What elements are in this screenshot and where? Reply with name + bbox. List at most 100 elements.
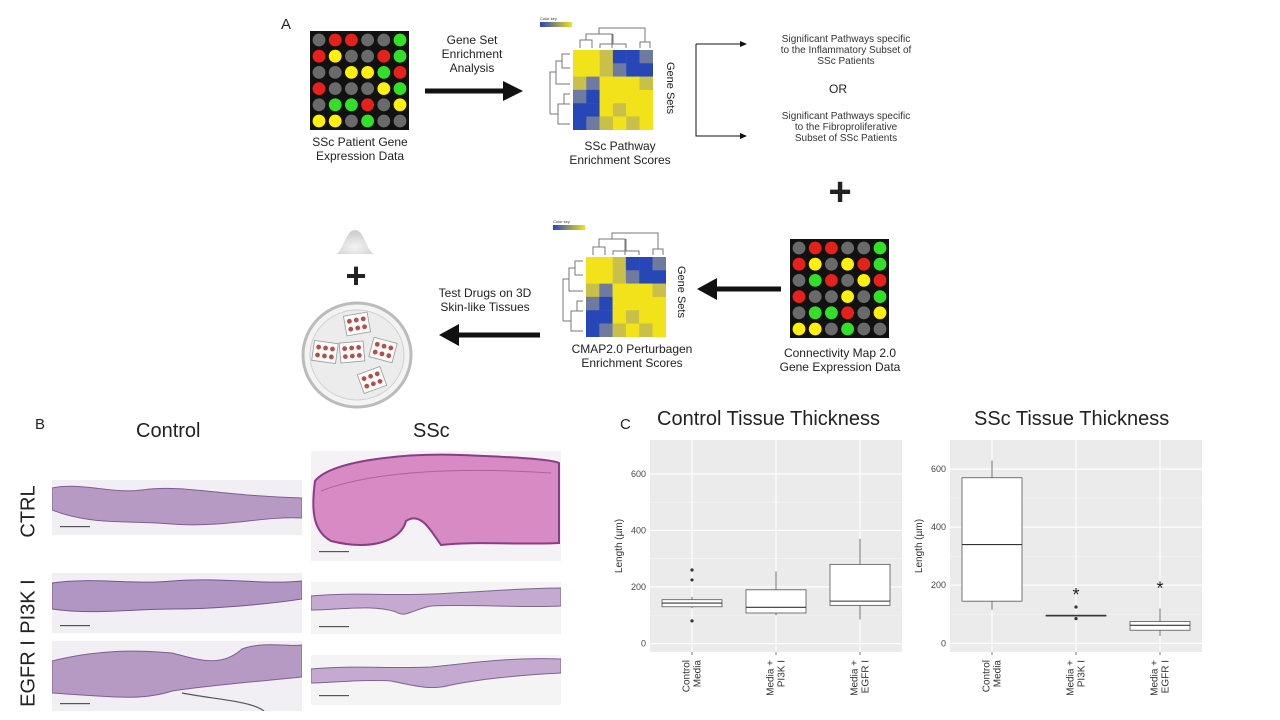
heatmap-cell <box>573 103 587 117</box>
svg-text:Media +: Media + <box>1066 660 1077 696</box>
heatmap-cell <box>639 283 653 298</box>
or-text: OR <box>829 82 847 96</box>
expression-dot <box>361 33 374 47</box>
histology-control-ctrl <box>52 480 302 535</box>
heatmap-cell <box>625 270 640 284</box>
heatmap-cell <box>612 116 627 130</box>
column-title-ssc: SSc <box>413 420 450 442</box>
heatmap-cell <box>626 63 640 77</box>
x-tick-label: Control Media <box>982 660 1004 693</box>
boxplot-box <box>829 538 891 620</box>
heatmap-cell <box>612 296 627 311</box>
petri-dish-icon <box>301 301 413 409</box>
expression-dot <box>361 49 374 63</box>
expression-dot <box>345 82 358 95</box>
well-plate-icon <box>342 311 372 337</box>
well-plate-icon <box>368 336 398 364</box>
expression-dot <box>873 274 887 287</box>
expression-dot <box>792 257 806 271</box>
heatmap-cell <box>639 103 653 117</box>
expression-dot <box>393 82 407 95</box>
expression-dot <box>312 82 326 95</box>
plus-sign-left: + <box>345 255 367 296</box>
outlier-point <box>690 619 694 623</box>
heatmap-cell <box>625 310 640 324</box>
svg-text:EGFR I: EGFR I <box>1161 660 1172 693</box>
heatmap-cell <box>626 116 640 130</box>
heatmap-cell <box>599 310 613 324</box>
heatmap2-label: CMAP2.0 Perturbagen Enrichment Scores <box>571 342 693 370</box>
svg-text:Media: Media <box>693 660 704 688</box>
expression-dot <box>377 33 391 47</box>
top-dendrogram <box>592 232 664 255</box>
significance-marker: * <box>1156 578 1163 598</box>
panel-b-letter: B <box>35 416 46 433</box>
iqr-box <box>745 589 807 614</box>
expression-dot <box>393 33 407 47</box>
cmap-dot-grid <box>790 239 889 338</box>
heatmap-cell <box>612 103 627 117</box>
boxplot-box <box>1129 608 1191 637</box>
heatmap-cell <box>573 76 587 91</box>
heatmap-cell <box>586 103 600 117</box>
control-thickness-boxplot: 0 200 400 600 Length (µm) Control Media Media +… <box>614 440 902 696</box>
heatmap-cell <box>625 283 640 298</box>
expression-dot <box>873 290 887 303</box>
heatmap-cell <box>573 116 587 130</box>
heatmap-cell <box>652 257 666 271</box>
expression-dot <box>857 274 871 287</box>
expression-dot <box>825 306 838 320</box>
expression-dot <box>328 82 342 95</box>
svg-text:Control: Control <box>682 660 693 692</box>
heatmap-cell <box>626 89 640 104</box>
heatmap-cell <box>599 283 613 298</box>
pathway-heatmap: Color key <box>540 16 653 130</box>
heatmap-cell <box>599 50 614 64</box>
heatmap-cell <box>599 76 614 91</box>
x-tick-label: Media + EGFR I <box>850 660 872 696</box>
y-tick-label: 600 <box>931 464 946 474</box>
outlier-point <box>1074 605 1078 609</box>
left-dendrogram <box>562 260 583 332</box>
expression-dot <box>361 114 374 128</box>
svg-text:Control: Control <box>982 660 993 692</box>
y-tick-label: 0 <box>941 638 946 648</box>
heatmap-cell <box>599 103 614 117</box>
svg-text:Media +: Media + <box>850 660 861 696</box>
gene-sets-label-1: Gene Sets <box>664 62 676 114</box>
y-tick-label: 0 <box>641 639 646 649</box>
heatmap-cell <box>612 89 627 104</box>
heatmap-cell <box>626 76 640 91</box>
gsea-label: Gene Set Enrichment Analysis <box>441 33 503 75</box>
heatmap-cell <box>586 323 600 337</box>
bracket-arrows <box>695 41 747 139</box>
boxplot-box <box>961 460 1023 610</box>
heatmap-cell <box>573 89 587 104</box>
heatmap-cell <box>599 89 614 104</box>
heatmap-cell <box>625 296 640 311</box>
significance-marker: * <box>1072 585 1079 605</box>
chart-title-ssc: SSc Tissue Thickness <box>974 408 1170 430</box>
expression-dot <box>857 322 871 336</box>
svg-text:PI3K I: PI3K I <box>1077 660 1088 687</box>
expression-dot <box>393 114 407 128</box>
boxplot-box <box>745 571 807 616</box>
expression-dot <box>792 290 806 303</box>
dot-grid-graphic <box>312 33 407 128</box>
x-tick-label: Control Media <box>682 660 704 693</box>
heatmap-cell <box>652 310 666 324</box>
well-plate-icon <box>356 365 388 395</box>
expression-dot <box>792 274 806 287</box>
heatmap-cell <box>586 116 600 130</box>
expression-dot <box>841 257 854 271</box>
expression-dot <box>825 322 838 336</box>
dot-grid-graphic <box>792 241 887 336</box>
expression-dot <box>873 241 887 255</box>
expression-dot <box>328 98 342 112</box>
row-label-egfr: EGFR I <box>17 640 40 707</box>
expression-dot <box>841 290 854 303</box>
heatmap-cell <box>639 50 653 64</box>
expression-dot <box>377 66 391 79</box>
heatmap-cell <box>639 270 653 284</box>
heatmap-cell <box>652 323 666 337</box>
